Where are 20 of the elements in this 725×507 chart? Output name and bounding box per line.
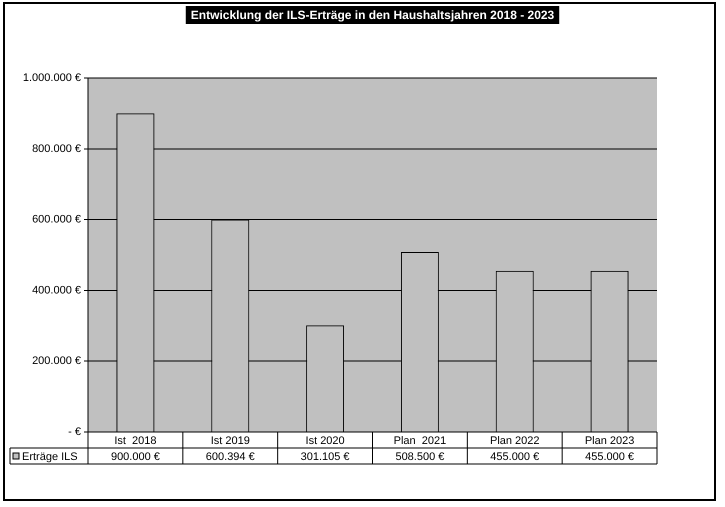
y-tick-label: 400.000 € [32,284,81,296]
x-tick-label: Ist 2020 [306,435,345,448]
data-label: 455.000 € [585,451,634,464]
y-tick-label: 800.000 € [32,142,81,155]
legend-label: Erträge ILS [22,451,78,464]
x-tick-label: Ist 2019 [210,435,250,448]
x-tick-label: Plan 2022 [490,435,540,448]
y-tick-label: 600.000 € [32,214,81,226]
data-label: 508.500 € [395,451,444,464]
x-tick-label: Plan 2021 [394,435,446,448]
data-label: 600.394 € [206,451,255,464]
y-tick-label: 1.000.000 € [22,72,81,84]
data-label: 301.105 € [300,451,350,464]
y-tick-label: 200.000 € [32,355,81,368]
y-tick-label: - € [68,426,81,438]
x-tick-label: Plan 2023 [584,435,634,448]
data-label: 900.000 € [110,451,160,464]
chart-title: Entwicklung der ILS-Erträge in den Haushaltsjahren 2018 - 2023 [190,8,555,22]
data-label: 455.000 € [490,451,540,464]
x-tick-label: Ist 2018 [114,435,157,448]
